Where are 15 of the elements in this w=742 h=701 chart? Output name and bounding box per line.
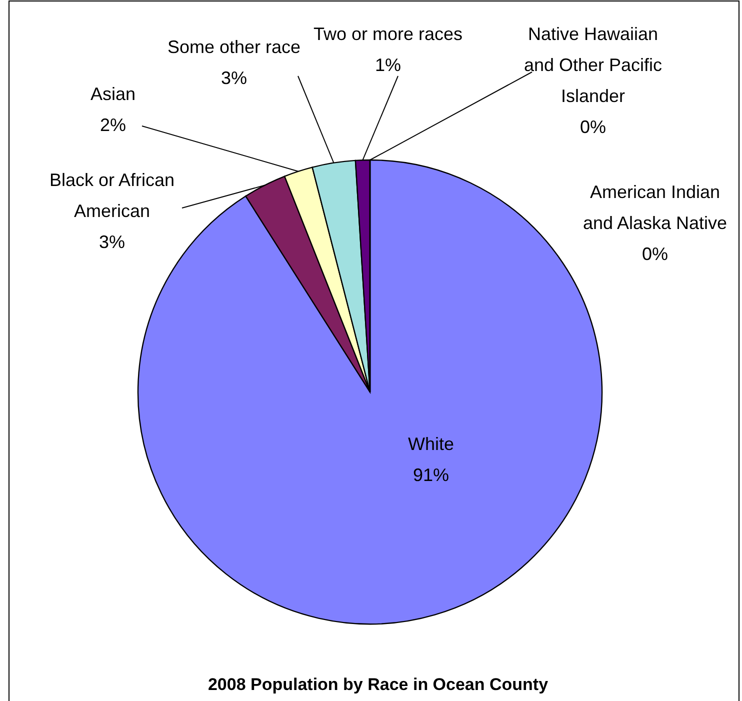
category-label: Native Hawaiian and Other Pacific Islander <box>524 24 662 106</box>
category-label: American Indian and Alaska Native <box>582 182 728 233</box>
slice-label: Some other race <box>167 37 301 57</box>
slice-label: White <box>408 434 454 454</box>
data-label: 3% <box>98 232 126 252</box>
text: 2008 Population by Race in Ocean County <box>208 675 549 694</box>
text: 0% <box>580 117 606 137</box>
slice-label: Black or African American <box>49 170 175 221</box>
text: 0% <box>642 244 668 264</box>
data-label: 1% <box>374 55 402 75</box>
data-label: 2% <box>100 115 126 135</box>
slice-label: Asian <box>90 84 136 104</box>
slice-label: Two or more races <box>313 24 463 44</box>
data-label: 91% <box>412 465 450 485</box>
data-label: 3% <box>220 68 248 88</box>
